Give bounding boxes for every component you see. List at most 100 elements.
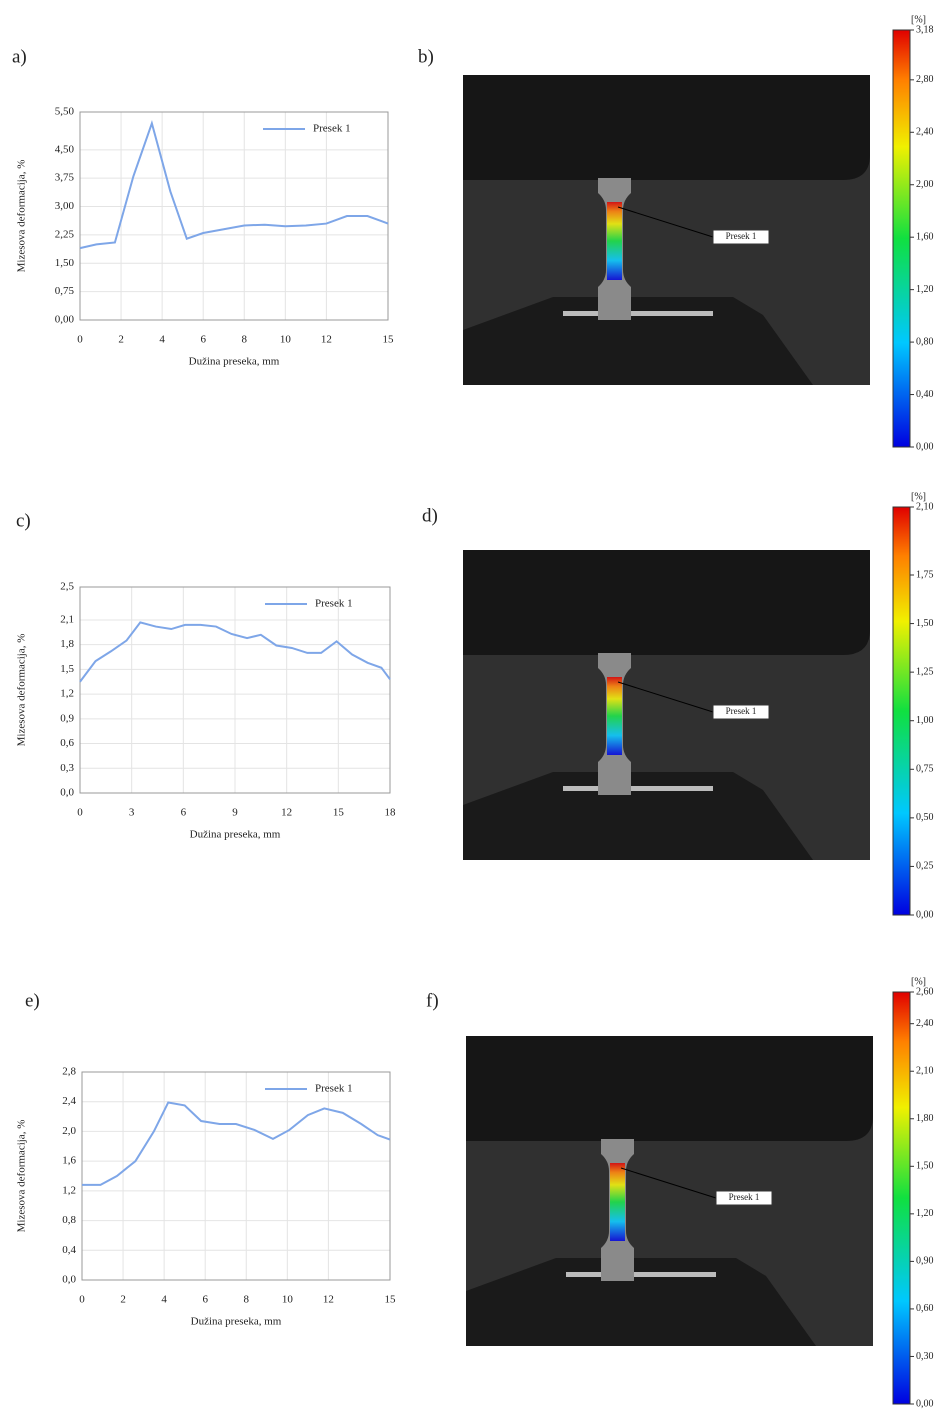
colorbar-tick-label: 0,25 [916,861,934,872]
y-tick-label: 2,25 [55,228,75,240]
colorbar-tick-label: 0,00 [916,441,934,452]
panel-label: c) [16,510,31,531]
x-tick-label: 2 [120,1294,126,1306]
data-line [82,1101,391,1186]
specimen-photo: Presek 1 [466,1036,873,1346]
colorbar-tick-label: 2,40 [916,1018,934,1029]
strain-overlay [607,677,622,755]
x-tick-label: 15 [333,807,345,819]
panel-label: d) [422,505,438,526]
colorbar-tick-label: 1,60 [916,231,934,242]
colorbar-tick-label: 1,50 [916,1161,934,1172]
colorbar-unit: [%] [911,976,926,987]
x-tick-label: 12 [321,334,332,346]
y-tick-label: 2,1 [60,613,74,625]
panel-label: b) [418,46,434,67]
colorbar-unit: [%] [911,14,926,25]
y-tick-label: 5,50 [55,106,75,118]
colorbar-tick-label: 0,40 [916,389,934,400]
x-tick-label: 12 [281,807,292,819]
panel-label: e) [25,990,40,1011]
y-tick-label: 2,0 [62,1125,76,1137]
annotation-box [712,704,770,720]
colorbar-tick-label: 0,80 [916,336,934,347]
data-line [79,621,391,683]
colorbar-tick-label: 2,60 [916,986,934,997]
colorbar-tick-label: 2,80 [916,74,934,85]
annotation-leader [617,681,714,713]
y-axis-label: Mizesova deformacija, % [16,634,28,747]
strain-overlay [607,202,622,280]
upper-grip [466,1036,873,1141]
plot-frame [79,111,389,321]
annotation-label: Presek 1 [726,706,757,716]
colorbar-tick-label: 0,50 [916,812,934,823]
y-axis-label: Mizesova deformacija, % [16,1120,28,1233]
y-tick-label: 2,4 [62,1095,76,1107]
grip-slot [563,786,713,791]
x-axis-label: Dužina preseka, mm [190,829,281,841]
x-axis-label: Dužina preseka, mm [189,356,280,368]
colorbar-tick-label: 0,75 [916,764,934,775]
colorbar-tick-label: 2,40 [916,127,934,138]
y-tick-label: 0,9 [60,712,74,724]
y-axis-label: Mizesova deformacija, % [16,160,28,273]
colorbar-tick-label: 0,90 [916,1256,934,1267]
colorbar-tick-label: 0,00 [916,1398,934,1409]
strain-overlay [610,1163,625,1241]
y-tick-label: 1,8 [60,638,74,650]
y-tick-label: 0,4 [62,1244,76,1256]
x-tick-label: 3 [129,807,135,819]
data-line [79,119,389,250]
colorbar-tick-label: 0,60 [916,1303,934,1314]
colorbar-tick-label: 1,20 [916,284,934,295]
y-tick-label: 0,3 [60,762,74,774]
lower-grip [466,1258,816,1346]
y-tick-label: 2,5 [60,581,74,593]
legend-label: Presek 1 [313,123,351,135]
x-tick-label: 4 [159,334,165,346]
colorbar-tick-label: 1,80 [916,1113,934,1124]
legend-label: Presek 1 [315,598,353,610]
x-tick-label: 6 [200,334,206,346]
specimen-photo: Presek 1 [463,75,870,385]
x-tick-label: 6 [181,807,187,819]
upper-grip [463,75,870,180]
x-tick-label: 0 [77,807,83,819]
colorbar [892,29,911,448]
y-tick-label: 0,75 [55,285,75,297]
annotation-label: Presek 1 [726,231,757,241]
y-tick-label: 0,0 [60,787,74,799]
x-tick-label: 12 [323,1294,334,1306]
y-tick-label: 1,50 [55,257,75,269]
annotation-label: Presek 1 [729,1192,760,1202]
annotation-box [715,1190,773,1206]
panel-label: f) [426,990,439,1011]
y-tick-label: 0,0 [62,1274,76,1286]
colorbar-tick-label: 1,50 [916,618,934,629]
y-tick-label: 3,00 [55,200,75,212]
lower-grip [463,772,813,860]
plot-frame [79,586,391,794]
panel-label: a) [12,46,27,67]
upper-grip [463,550,870,655]
x-tick-label: 9 [232,807,238,819]
colorbar-tick-label: 2,00 [916,179,934,190]
x-tick-label: 15 [385,1294,397,1306]
x-tick-label: 6 [202,1294,208,1306]
y-tick-label: 3,75 [55,172,75,184]
colorbar-tick-label: 2,10 [916,501,934,512]
y-tick-label: 1,2 [60,688,74,700]
colorbar-tick-label: 1,25 [916,666,934,677]
colorbar-unit: [%] [911,491,926,502]
colorbar-tick-label: 1,20 [916,1208,934,1219]
annotation-leader [620,1167,717,1199]
x-tick-label: 2 [118,334,124,346]
x-tick-label: 0 [79,1294,85,1306]
colorbar-tick-label: 1,00 [916,715,934,726]
grip-slot [566,1272,716,1277]
specimen-photo: Presek 1 [463,550,870,860]
x-tick-label: 10 [282,1294,294,1306]
legend-label: Presek 1 [315,1083,353,1095]
